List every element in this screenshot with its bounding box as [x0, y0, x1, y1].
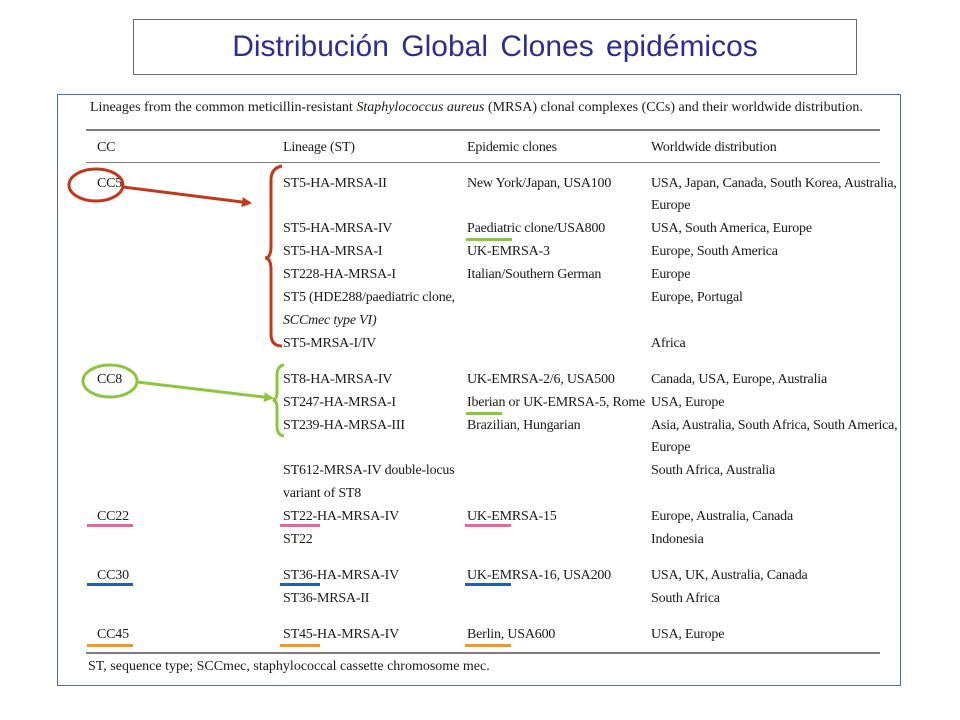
distribution-cell: Europe: [651, 440, 691, 455]
lineage-cell: ST5-MRSA-I/IV: [283, 336, 377, 351]
underline-orange: [280, 644, 320, 647]
underline-pink: [87, 524, 133, 527]
header-worldwide-distribution: Worldwide distribution: [651, 140, 777, 155]
slide-title: Distribución Global Clones epidémicos: [232, 30, 758, 63]
cc5-bracket: [264, 164, 283, 348]
clone-cell: Brazilian, Hungarian: [467, 418, 581, 433]
clone-cell: New York/Japan, USA100: [467, 176, 612, 191]
distribution-cell: USA, Europe: [651, 395, 725, 410]
lineage-cell: ST5-HA-MRSA-II: [283, 176, 387, 191]
lineage-cell: SCCmec type VI): [283, 313, 377, 328]
cc8-highlight-circle: [81, 363, 139, 399]
underline-green: [466, 412, 502, 415]
distribution-cell: Europe: [651, 198, 691, 213]
cc-cell: CC8: [97, 372, 123, 387]
cc-cell: CC22: [97, 509, 129, 524]
underline-blue: [280, 583, 320, 586]
cc5-highlight-circle: [67, 167, 125, 203]
cc-cell: CC5: [97, 176, 123, 191]
clone-cell: Berlin, USA600: [467, 627, 556, 642]
header-epidemic-clones: Epidemic clones: [467, 140, 557, 155]
distribution-cell: USA, Japan, Canada, South Korea, Austral…: [651, 176, 897, 191]
clone-cell: UK-EMRSA-2/6, USA500: [467, 372, 615, 387]
distribution-cell: Indonesia: [651, 532, 704, 547]
lineage-cell: ST5-HA-MRSA-IV: [283, 221, 393, 236]
distribution-cell: Africa: [651, 336, 686, 351]
clone-cell: Paediatric clone/USA800: [467, 221, 606, 236]
cc8-arrow: [136, 380, 274, 403]
table-top-rule: [86, 129, 880, 131]
cc-cell: CC30: [97, 568, 129, 583]
table-caption: Lineages from the common meticillin-resi…: [90, 100, 863, 116]
clone-cell: UK-EMRSA-16, USA200: [467, 568, 611, 583]
underline-green: [466, 238, 512, 241]
lineage-cell: ST45-HA-MRSA-IV: [283, 627, 400, 642]
clone-cell: UK-EMRSA-3: [467, 244, 550, 259]
slide-title-box: Distribución Global Clones epidémicos: [133, 19, 857, 75]
lineage-cell: ST22: [283, 532, 313, 547]
cc8-bracket: [272, 363, 285, 438]
underline-blue: [465, 583, 511, 586]
clone-cell: UK-EMRSA-15: [467, 509, 557, 524]
lineage-cell: ST8-HA-MRSA-IV: [283, 372, 393, 387]
distribution-cell: USA, UK, Australia, Canada: [651, 568, 808, 583]
distribution-cell: South Africa, Australia: [651, 463, 776, 478]
distribution-cell: Canada, USA, Europe, Australia: [651, 372, 827, 387]
lineage-cell: ST228-HA-MRSA-I: [283, 267, 396, 282]
distribution-cell: USA, South America, Europe: [651, 221, 812, 236]
lineage-cell: variant of ST8: [283, 486, 362, 501]
distribution-cell: Asia, Australia, South Africa, South Ame…: [651, 418, 898, 433]
caption-text-2: (MRSA) clonal complexes (CCs) and their …: [484, 100, 863, 115]
distribution-cell: Europe: [651, 267, 691, 282]
clone-cell: Iberian or UK-EMRSA-5, Rome: [467, 395, 646, 410]
distribution-cell: USA, Europe: [651, 627, 725, 642]
lineage-cell: ST22-HA-MRSA-IV: [283, 509, 400, 524]
lineage-cell: ST36-MRSA-II: [283, 591, 370, 606]
header-rule: [86, 162, 880, 163]
lineage-cell: ST612-MRSA-IV double-locus: [283, 463, 455, 478]
caption-species: Staphylococcus aureus: [356, 100, 485, 115]
distribution-cell: South Africa: [651, 591, 720, 606]
lineage-cell: ST36-HA-MRSA-IV: [283, 568, 400, 583]
lineage-cell: ST5 (HDE288/paediatric clone,: [283, 290, 455, 305]
table-bottom-rule: [86, 652, 880, 654]
caption-text-1: Lineages from the common meticillin-resi…: [90, 100, 357, 115]
table-footnote: ST, sequence type; SCCmec, staphylococca…: [88, 659, 490, 674]
underline-pink: [465, 524, 511, 527]
cc-cell: CC45: [97, 627, 129, 642]
underline-pink: [280, 524, 320, 527]
header-cc: CC: [97, 140, 116, 155]
lineage-cell: ST239-HA-MRSA-III: [283, 418, 405, 433]
table-image-panel: [57, 94, 901, 686]
underline-orange: [87, 644, 133, 647]
lineage-cell: ST5-HA-MRSA-I: [283, 244, 383, 259]
underline-blue: [87, 583, 133, 586]
distribution-cell: Europe, Australia, Canada: [651, 509, 793, 524]
distribution-cell: Europe, South America: [651, 244, 778, 259]
cc5-arrow: [122, 185, 252, 207]
clone-cell: Italian/Southern German: [467, 267, 602, 282]
underline-orange: [465, 644, 511, 647]
distribution-cell: Europe, Portugal: [651, 290, 743, 305]
header-lineage: Lineage (ST): [283, 140, 355, 155]
lineage-cell: ST247-HA-MRSA-I: [283, 395, 396, 410]
